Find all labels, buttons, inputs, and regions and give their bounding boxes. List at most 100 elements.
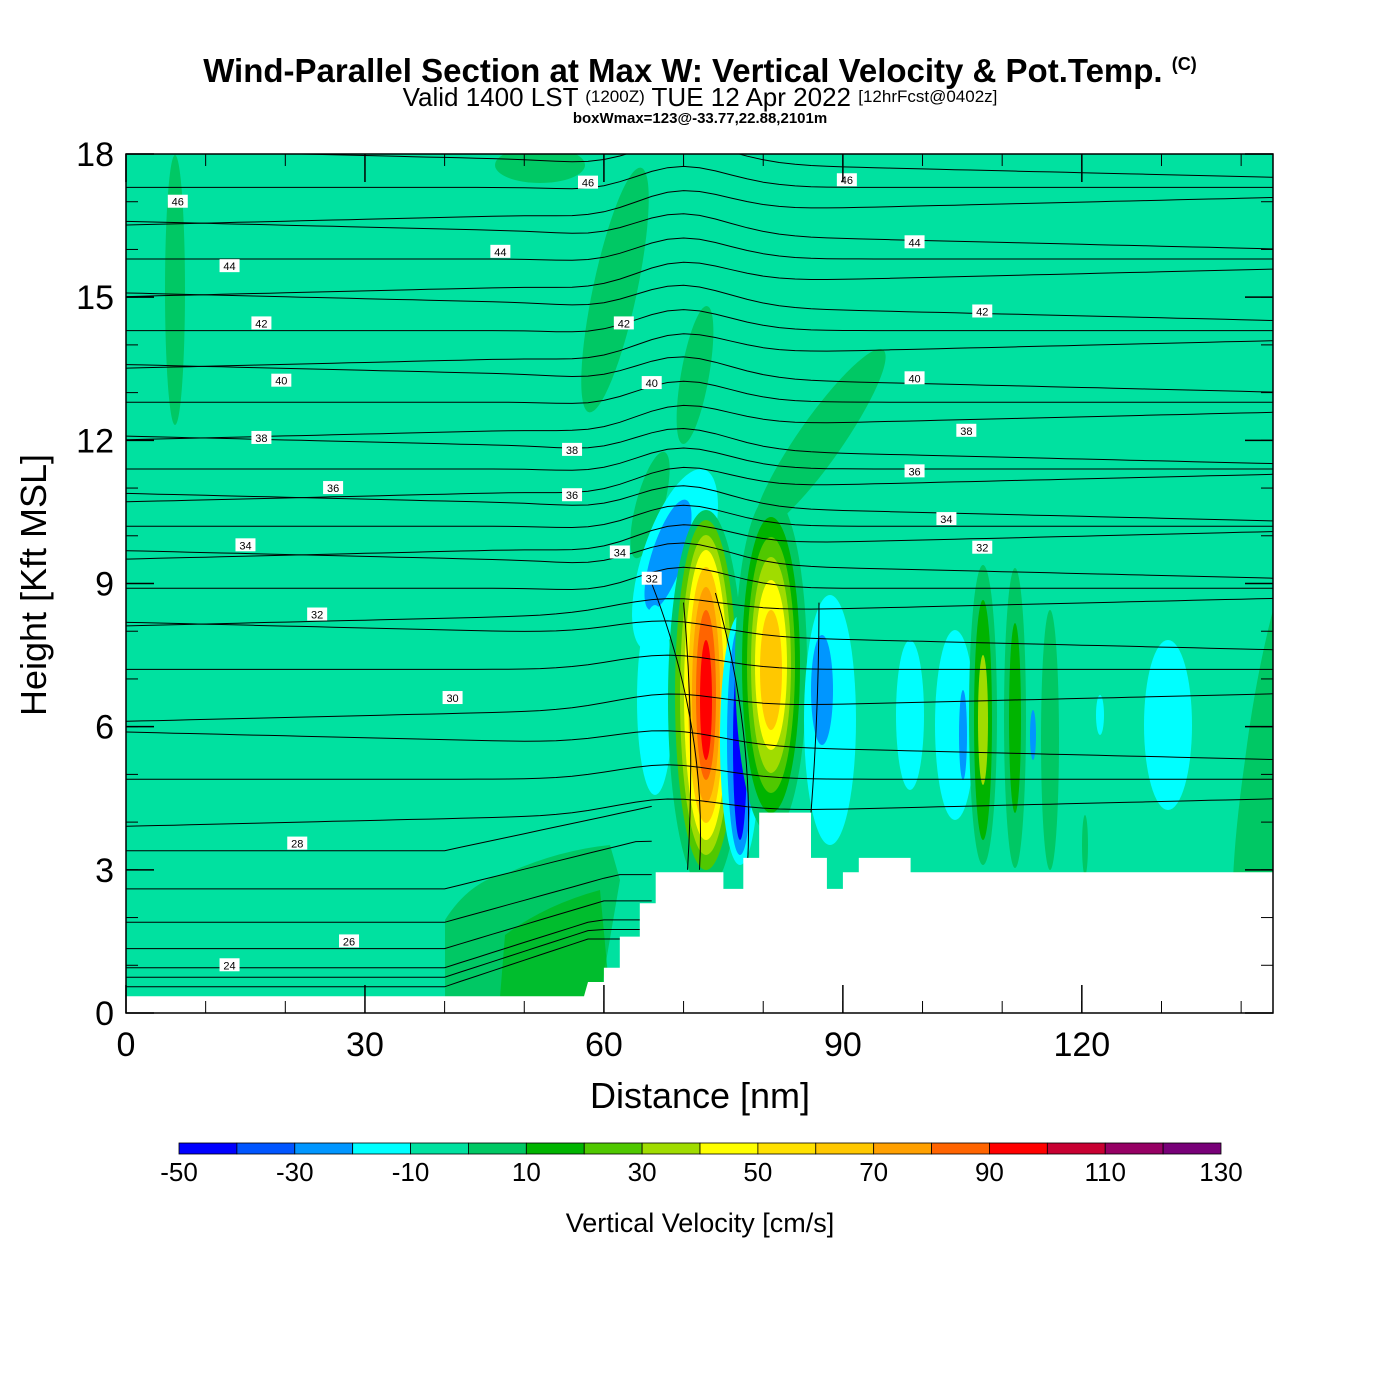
east-updraft — [1082, 815, 1088, 875]
isentrope-line — [126, 654, 1273, 670]
copyright-mark: (C) — [1171, 54, 1197, 74]
colorbar-swatch — [525, 1142, 585, 1155]
colorbar-swatch — [294, 1142, 354, 1155]
east-downdraft-core — [1030, 710, 1036, 760]
isentrope-label-text: 46 — [841, 175, 853, 187]
east-updraft-core — [978, 655, 988, 785]
isentrope-line — [126, 730, 1273, 760]
colorbar-swatch — [236, 1142, 296, 1155]
colorbar — [178, 1142, 1222, 1155]
updraft-streak — [581, 167, 649, 413]
y-tick-label: 6 — [95, 709, 114, 747]
isentrope-label-text: 28 — [291, 839, 303, 851]
chart-subtitle: Valid 1400 LST (1200Z) TUE 12 Apr 2022 [… — [402, 82, 998, 112]
isentrope-label: 38 — [562, 442, 583, 457]
colorbar-swatch — [1046, 1142, 1106, 1155]
isentrope-label: 46 — [836, 173, 857, 187]
x-axis: 0 30 60 90 120 — [117, 154, 1110, 1064]
isentrope-label-text: 30 — [446, 693, 458, 705]
isentrope-label-text: 32 — [646, 574, 658, 586]
colorbar-swatch — [1104, 1142, 1164, 1155]
isentrope-line — [126, 805, 652, 852]
isentrope-line — [126, 466, 1273, 503]
isentrope-line — [126, 190, 1273, 226]
downdraft-shell — [1144, 640, 1192, 810]
isentrope-label: 44 — [904, 235, 925, 249]
isentrope-line — [714, 592, 750, 870]
isentrope-line — [651, 583, 701, 870]
isentrope-label-text: 42 — [976, 306, 988, 318]
colorbar-swatch — [699, 1142, 759, 1155]
isentrope-label: 34 — [936, 512, 957, 526]
colorbar-tick-label: -30 — [276, 1157, 314, 1187]
colorbar-tick-label: 30 — [628, 1157, 657, 1187]
isentrope-label-text: 36 — [908, 466, 920, 478]
isentrope-line — [126, 919, 652, 969]
isentrope-label-text: 38 — [960, 426, 972, 438]
isentrope-line — [126, 764, 1273, 780]
x-axis-title: Distance [nm] — [590, 1075, 810, 1116]
box-info: boxWmax=123@-33.77,22.88,2101m — [572, 110, 828, 127]
colorbar-tick-label: 130 — [1199, 1157, 1242, 1187]
x-tick-label: 120 — [1053, 1026, 1110, 1064]
y-tick-label: 12 — [76, 422, 114, 460]
x-tick-label: 60 — [585, 1026, 623, 1064]
isentrope-label: 36 — [904, 464, 925, 478]
isentrope-line — [126, 524, 1273, 560]
x-tick-label: 30 — [346, 1026, 384, 1064]
y-tick-label: 15 — [76, 279, 114, 317]
colorbar-swatch — [352, 1142, 411, 1155]
isentrope-label: 44 — [490, 244, 511, 259]
y-tick-label: 3 — [95, 852, 114, 890]
isentrope-label: 40 — [271, 373, 292, 388]
colorbar-tick-labels: -50 -30 -10 10 30 50 70 90 110 130 — [160, 1157, 1242, 1187]
colorbar-swatch — [757, 1142, 817, 1155]
isentrope-line — [126, 356, 1273, 393]
isentrope-line — [126, 165, 1273, 190]
colorbar-tick-label: 50 — [743, 1157, 772, 1187]
isentrope-label-text: 34 — [239, 540, 251, 552]
y-axis-title: Height [Kft MSL] — [13, 454, 54, 716]
isentrope-labels: 46 44 42 40 38 36 34 32 30 28 26 24 46 44 42 40 38 36 34 32… — [167, 173, 993, 972]
y-tick-label: 0 — [95, 995, 114, 1033]
downdraft-shell — [896, 640, 924, 790]
downdraft-shell — [935, 630, 975, 820]
isentrope-line — [126, 620, 1273, 651]
isentrope-line — [126, 693, 1273, 722]
isentrope-label: 44 — [219, 259, 240, 273]
colorbar-swatch — [873, 1142, 932, 1155]
updraft-streak — [630, 451, 670, 559]
isentrope-label: 36 — [323, 481, 344, 495]
isentrope-line — [126, 333, 1273, 369]
isentrope-label-text: 44 — [908, 237, 920, 249]
chart-title: Wind-Parallel Section at Max W: Vertical… — [203, 52, 1197, 89]
second-updraft-core — [760, 610, 782, 730]
updraft-streak — [754, 349, 886, 531]
x-tick-label: 0 — [117, 1026, 136, 1064]
isentrope-line — [810, 602, 820, 813]
isentrope-label: 38 — [251, 430, 272, 445]
colorbar-tick-label: -50 — [160, 1157, 198, 1187]
isentrope-label-text: 42 — [255, 318, 267, 330]
isentrope-label: 42 — [251, 316, 272, 330]
x-tick-label: 90 — [824, 1026, 862, 1064]
isentrope-line — [126, 404, 1273, 441]
isentrope-label: 40 — [904, 371, 925, 385]
isentrope-label: 32 — [972, 540, 993, 555]
isentrope-label: 46 — [167, 194, 188, 209]
isentrope-label: 28 — [287, 836, 308, 851]
colorbar-swatch — [1162, 1142, 1222, 1155]
lowlevel-updraft-core — [500, 890, 610, 997]
isentrope-label-text: 44 — [223, 261, 235, 273]
isentrope-label-text: 34 — [614, 547, 626, 559]
downdraft-shell — [1096, 695, 1104, 735]
east-updraft — [1009, 623, 1021, 813]
isentrope-label-text: 42 — [618, 318, 630, 330]
terrain — [126, 812, 1273, 1013]
east-edge-updraft — [1233, 610, 1273, 880]
isentrope-line — [126, 566, 1273, 591]
colorbar-tick-label: 10 — [512, 1157, 541, 1187]
isentrope-label-text: 32 — [311, 610, 323, 622]
